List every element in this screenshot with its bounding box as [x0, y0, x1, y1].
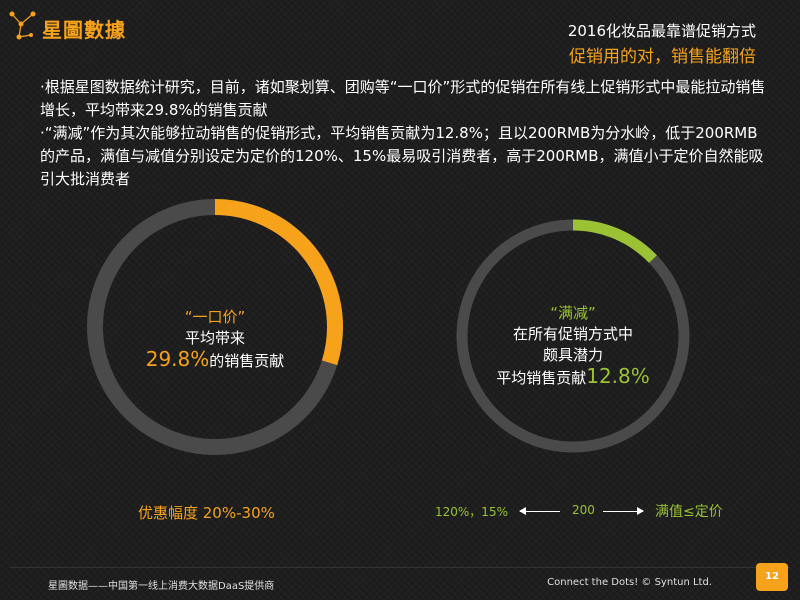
constellation-icon: [9, 11, 36, 40]
brand-name: 星圖數據: [42, 18, 126, 42]
promo-desc-line-1: 在所有促销方式中: [512, 325, 633, 343]
arrow-left-icon: [519, 507, 560, 515]
promo-name-manjian: “满减”: [550, 304, 596, 322]
footer-divider: [10, 567, 790, 568]
body-text: ·根据星图数据统计研究，目前，诸如聚划算、团购等“一口价”形式的促销在所有线上促…: [40, 76, 770, 191]
donut-chart-manjian: [456, 219, 690, 453]
page-number-badge: 12: [756, 563, 788, 591]
promo-desc: 平均带来: [184, 329, 245, 347]
promo-desc-prefix: 平均销售贡献: [496, 369, 587, 387]
donut-chart-yikoujia: [87, 199, 343, 455]
footer-tagline: 星圖数据——中国第一线上消费大数据DaaS提供商: [48, 581, 275, 592]
threshold-caption: 120%，15% 200 满值≤定价: [435, 500, 765, 524]
discount-range-caption: 优惠幅度 20%-30%: [138, 504, 275, 522]
donut-value-arc: [87, 199, 343, 455]
donut-label-yikoujia: “一口价” 平均带来 29.8%的销售贡献: [85, 307, 345, 372]
promo-desc-suffix: 的销售贡献: [209, 352, 285, 370]
promo-name-yikoujia: “一口价”: [184, 308, 246, 326]
threshold-value: 200: [572, 503, 595, 517]
body-paragraph-1: ·根据星图数据统计研究，目前，诸如聚划算、团购等“一口价”形式的促销在所有线上促…: [40, 78, 766, 119]
donut-label-manjian: “满减” 在所有促销方式中 颇具潜力 平均销售贡献12.8%: [453, 303, 693, 389]
data-label-value: 29.8%: [145, 347, 210, 371]
arrow-right-icon: [603, 507, 644, 515]
promo-desc-line-2: 颇具潜力: [542, 346, 603, 364]
ratio-under-threshold: 120%，15%: [435, 505, 508, 519]
ratio-over-threshold: 满值≤定价: [655, 504, 723, 520]
data-label-value: 12.8%: [586, 364, 650, 388]
footer-copyright: Connect the Dots! © Syntun Ltd.: [547, 577, 712, 588]
donut-value-arc: [456, 219, 690, 453]
brand-logo: 星圖數據: [8, 8, 208, 48]
page-title: 2016化妆品最靠谱促销方式: [567, 22, 756, 40]
page-subtitle: 促销用的对，销售能翻倍: [569, 47, 756, 67]
body-paragraph-2: ·“满减”作为其次能够拉动销售的促销形式，平均销售贡献为12.8%；且以200R…: [40, 124, 764, 188]
